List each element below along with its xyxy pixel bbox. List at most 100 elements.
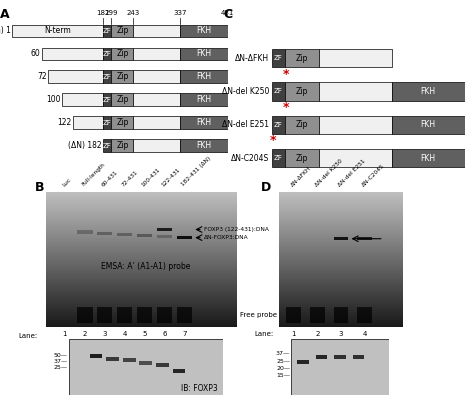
Text: 4: 4 bbox=[362, 331, 367, 337]
Text: Full-length: Full-length bbox=[82, 162, 107, 188]
Bar bbox=[285, 49, 319, 67]
Text: Zip: Zip bbox=[296, 53, 308, 63]
Bar bbox=[334, 307, 348, 323]
Bar bbox=[62, 93, 103, 106]
Bar bbox=[181, 25, 228, 37]
Bar bbox=[272, 49, 285, 67]
Text: 60-431: 60-431 bbox=[101, 169, 119, 188]
Text: ΔN-del K250: ΔN-del K250 bbox=[314, 158, 343, 188]
Bar bbox=[73, 117, 103, 129]
Text: 25—: 25— bbox=[276, 359, 290, 364]
Bar bbox=[137, 307, 152, 323]
Bar bbox=[181, 71, 228, 83]
Bar bbox=[173, 369, 185, 373]
Text: 2: 2 bbox=[315, 331, 319, 337]
Text: 3: 3 bbox=[339, 331, 343, 337]
Bar bbox=[111, 47, 134, 60]
Text: Zip: Zip bbox=[116, 118, 128, 127]
Bar bbox=[177, 307, 192, 323]
Text: FKH: FKH bbox=[420, 120, 436, 129]
Bar bbox=[134, 139, 181, 152]
Text: 1: 1 bbox=[292, 331, 296, 337]
Text: IB: FOXP3: IB: FOXP3 bbox=[181, 383, 218, 393]
Text: ΔN-ΔFKH: ΔN-ΔFKH bbox=[290, 165, 312, 188]
Text: B: B bbox=[35, 181, 45, 194]
Text: C: C bbox=[223, 8, 232, 21]
Text: ZF: ZF bbox=[103, 120, 111, 126]
Bar bbox=[134, 93, 181, 106]
Text: ZF: ZF bbox=[274, 122, 283, 128]
Bar bbox=[272, 82, 285, 101]
Text: 72-431: 72-431 bbox=[121, 169, 139, 188]
Text: Zip: Zip bbox=[116, 49, 128, 58]
Bar bbox=[12, 25, 103, 37]
Text: 60: 60 bbox=[31, 49, 40, 58]
Text: 100-431: 100-431 bbox=[141, 167, 162, 188]
Bar bbox=[103, 93, 111, 106]
Text: Zip: Zip bbox=[116, 26, 128, 36]
Text: D: D bbox=[261, 181, 272, 194]
Text: ZF: ZF bbox=[274, 89, 283, 95]
Text: ZF: ZF bbox=[274, 155, 283, 161]
Text: (ΔN) 182: (ΔN) 182 bbox=[68, 141, 101, 150]
Text: 7: 7 bbox=[182, 331, 187, 337]
Bar bbox=[157, 235, 172, 238]
Text: FKH: FKH bbox=[196, 95, 211, 104]
Text: *: * bbox=[283, 101, 290, 114]
Bar bbox=[97, 307, 112, 323]
Bar bbox=[181, 93, 228, 106]
Text: 20—: 20— bbox=[276, 366, 290, 371]
Bar bbox=[272, 116, 285, 134]
Text: 37—: 37— bbox=[53, 359, 67, 364]
Text: ZF: ZF bbox=[103, 28, 111, 34]
Bar bbox=[111, 117, 134, 129]
Bar bbox=[392, 149, 465, 167]
Text: FKH: FKH bbox=[196, 72, 211, 81]
Text: 37—: 37— bbox=[276, 351, 290, 356]
Bar bbox=[319, 116, 392, 134]
Text: 3: 3 bbox=[102, 331, 107, 337]
Text: FKH: FKH bbox=[420, 154, 436, 163]
Text: 2: 2 bbox=[82, 331, 87, 337]
Text: 1: 1 bbox=[63, 331, 67, 337]
Text: ZF: ZF bbox=[103, 142, 111, 149]
Text: Zip: Zip bbox=[116, 95, 128, 104]
Bar bbox=[392, 116, 465, 134]
Bar bbox=[134, 25, 181, 37]
Bar bbox=[157, 307, 172, 323]
Text: 50—: 50— bbox=[54, 354, 67, 358]
Bar bbox=[42, 47, 103, 60]
Text: ΔN-del K250: ΔN-del K250 bbox=[222, 87, 269, 96]
Bar bbox=[123, 358, 136, 362]
Bar bbox=[97, 231, 112, 235]
Text: Zip: Zip bbox=[296, 154, 308, 163]
Text: Zip: Zip bbox=[116, 72, 128, 81]
Bar bbox=[90, 354, 102, 358]
Text: FKH: FKH bbox=[196, 141, 211, 150]
Bar bbox=[319, 49, 392, 67]
Text: N-term: N-term bbox=[44, 26, 71, 36]
Text: 6: 6 bbox=[162, 331, 167, 337]
Bar bbox=[137, 234, 152, 237]
Bar bbox=[310, 307, 325, 323]
Bar bbox=[285, 82, 319, 101]
Text: ΔN-del E251: ΔN-del E251 bbox=[222, 120, 269, 129]
Bar bbox=[157, 228, 172, 231]
Text: Lane:: Lane: bbox=[18, 333, 38, 339]
Text: 4: 4 bbox=[122, 331, 127, 337]
Text: FKH: FKH bbox=[196, 26, 211, 36]
Text: FKH: FKH bbox=[196, 118, 211, 127]
Text: 182: 182 bbox=[96, 10, 109, 16]
Text: 243: 243 bbox=[127, 10, 140, 16]
Text: *: * bbox=[283, 67, 290, 81]
Bar bbox=[353, 355, 365, 359]
Bar bbox=[117, 307, 132, 323]
Text: 25—: 25— bbox=[54, 365, 67, 369]
Bar bbox=[177, 236, 192, 239]
Bar bbox=[111, 93, 134, 106]
Bar bbox=[111, 25, 134, 37]
Bar bbox=[285, 149, 319, 167]
Bar bbox=[181, 117, 228, 129]
Text: Zip: Zip bbox=[116, 141, 128, 150]
Text: ΔN-del E251: ΔN-del E251 bbox=[337, 158, 367, 188]
